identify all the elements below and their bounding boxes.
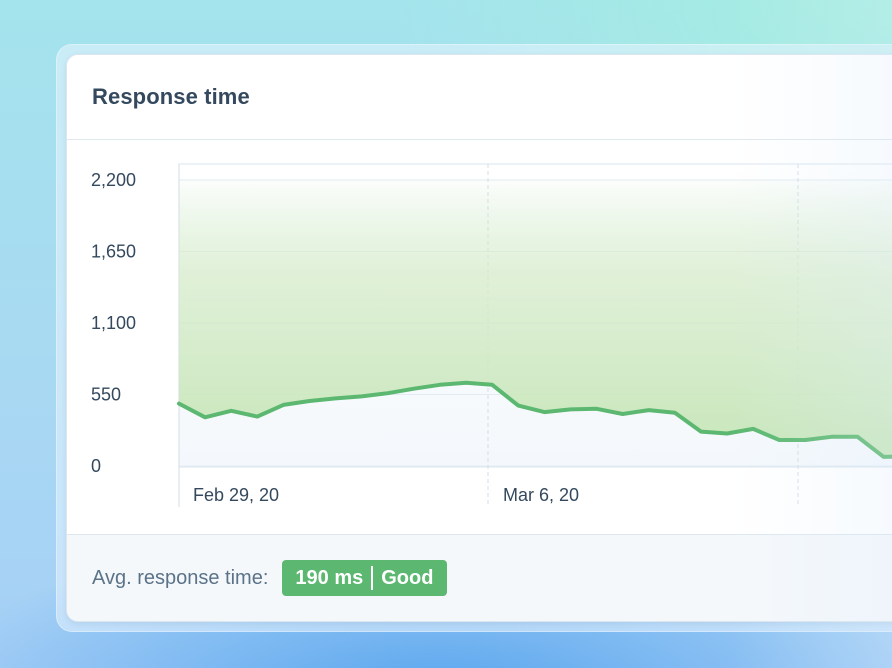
data-point-14[interactable] [542, 410, 546, 414]
data-point-7[interactable] [360, 394, 364, 398]
response-time-chart[interactable]: 0 550 1,100 1,650 2,200 Feb 29, 20 Mar 6, 20 [67, 140, 892, 533]
y-tick-label: 1,650 [91, 242, 136, 262]
data-point-4[interactable] [281, 403, 285, 407]
x-tick-label: Feb 29, 20 [193, 485, 279, 505]
data-point-2[interactable] [229, 409, 233, 413]
data-point-5[interactable] [308, 399, 312, 403]
data-point-17[interactable] [621, 412, 625, 416]
data-point-19[interactable] [673, 411, 677, 415]
data-point-15[interactable] [569, 407, 573, 411]
chart-svg: 0 550 1,100 1,650 2,200 Feb 29, 20 Mar 6, 20 [91, 163, 892, 507]
data-point-6[interactable] [334, 396, 338, 400]
card-footer: Avg. response time: 190 ms Good [67, 534, 892, 621]
avg-response-time-label: Avg. response time: [92, 566, 269, 589]
data-point-11[interactable] [464, 381, 468, 385]
data-point-27[interactable] [882, 455, 886, 459]
data-point-20[interactable] [699, 430, 703, 434]
data-point-21[interactable] [725, 432, 729, 436]
card-header: Response time [67, 55, 892, 140]
data-point-23[interactable] [777, 438, 781, 442]
data-point-25[interactable] [830, 435, 834, 439]
avg-response-time-value: 190 ms [295, 566, 364, 589]
x-tick-label: Mar 6, 20 [503, 485, 579, 505]
y-tick-label: 0 [91, 456, 101, 476]
status-label: Good [381, 566, 434, 589]
data-point-13[interactable] [516, 404, 520, 408]
data-point-24[interactable] [803, 438, 807, 442]
y-tick-label: 550 [91, 385, 121, 405]
data-point-8[interactable] [386, 391, 390, 395]
series-line [177, 380, 892, 459]
data-point-12[interactable] [490, 383, 494, 387]
series-area-fill [179, 180, 892, 457]
card-title: Response time [92, 84, 250, 109]
data-point-22[interactable] [751, 427, 755, 431]
response-time-card: Response time 0 550 1,100 1,650 2,200 Feb 29… [66, 54, 892, 622]
data-point-3[interactable] [255, 415, 259, 419]
status-badge: 190 ms Good [282, 560, 448, 596]
data-point-9[interactable] [412, 387, 416, 391]
data-point-10[interactable] [438, 383, 442, 387]
y-tick-label: 1,100 [91, 313, 136, 333]
y-tick-label: 2,200 [91, 170, 136, 190]
badge-divider [371, 566, 374, 590]
data-point-18[interactable] [647, 408, 651, 412]
data-point-1[interactable] [203, 415, 207, 419]
data-point-0[interactable] [177, 402, 181, 406]
data-point-16[interactable] [595, 407, 599, 411]
data-point-26[interactable] [856, 435, 860, 439]
